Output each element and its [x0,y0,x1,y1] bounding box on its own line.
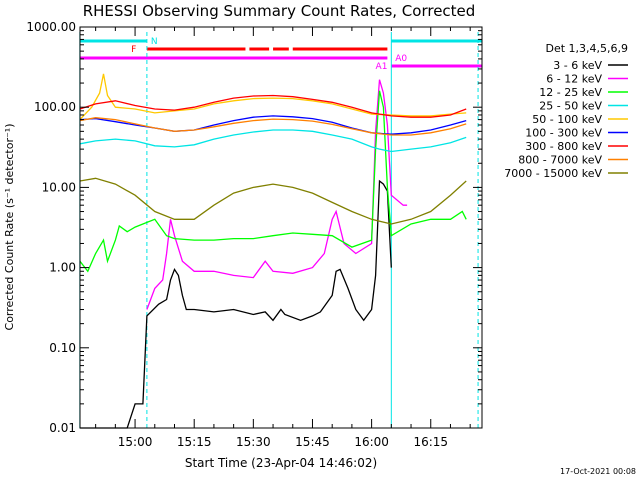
legend-entry-label: 300 - 800 keV [525,140,602,153]
x-tick-label: 16:00 [354,435,389,449]
legend-entry-label: 50 - 100 keV [532,113,602,126]
flag-label-a1: A1 [376,62,388,72]
series-line-6 [79,115,467,135]
y-tick-label: 1000.00 [26,20,76,34]
x-tick-label: 15:30 [236,435,271,449]
legend-entry-label: 100 - 300 keV [525,127,602,140]
axes: 0.01 0.10 1.00 10.00 100.00 1000.00 15:00 15:15… [26,20,482,449]
x-tick-label: 15:15 [177,435,212,449]
legend-entry-label: 800 - 7000 keV [518,154,602,167]
y-tick-label: 0.01 [49,421,76,435]
series-line-5 [79,73,467,121]
series-line-7 [79,94,467,118]
y-tick-label: 0.10 [49,341,76,355]
series-line-2 [146,79,408,310]
y-tick-label: 100.00 [34,100,76,114]
flag-label-f: F [131,45,136,55]
legend-title: Det 1,3,4,5,6,9 [545,42,628,55]
chart-title: RHESSI Observing Summary Count Rates, Co… [83,2,476,20]
series-line-8 [79,117,467,136]
series-line-4 [79,129,467,153]
legend-entry-label: 6 - 12 keV [546,73,602,86]
plot-frame [79,26,483,429]
series-line-3 [79,90,467,273]
flag-label-n: N [151,37,158,47]
x-tick-label: 16:15 [413,435,448,449]
y-tick-label: 1.00 [49,261,76,275]
x-tick-label: 15:45 [295,435,330,449]
y-tick-label: 10.00 [42,180,76,194]
legend-entry-label: 3 - 6 keV [553,59,602,72]
y-axis-label: Corrected Count Rate (s⁻¹ detector⁻¹) [3,124,16,331]
legend-entry-label: 12 - 25 keV [539,86,602,99]
footer-timestamp: 17-Oct-2021 00:08 [560,467,636,476]
series-line-1 [79,179,392,429]
legend-entry-label: 25 - 50 keV [539,100,602,113]
legend-entry-label: 7000 - 15000 keV [504,167,602,180]
x-tick-label: 15:00 [118,435,153,449]
flag-label-a0: A0 [395,54,407,64]
series-line-9 [79,177,467,225]
x-axis-label: Start Time (23-Apr-04 14:46:02) [185,456,377,470]
